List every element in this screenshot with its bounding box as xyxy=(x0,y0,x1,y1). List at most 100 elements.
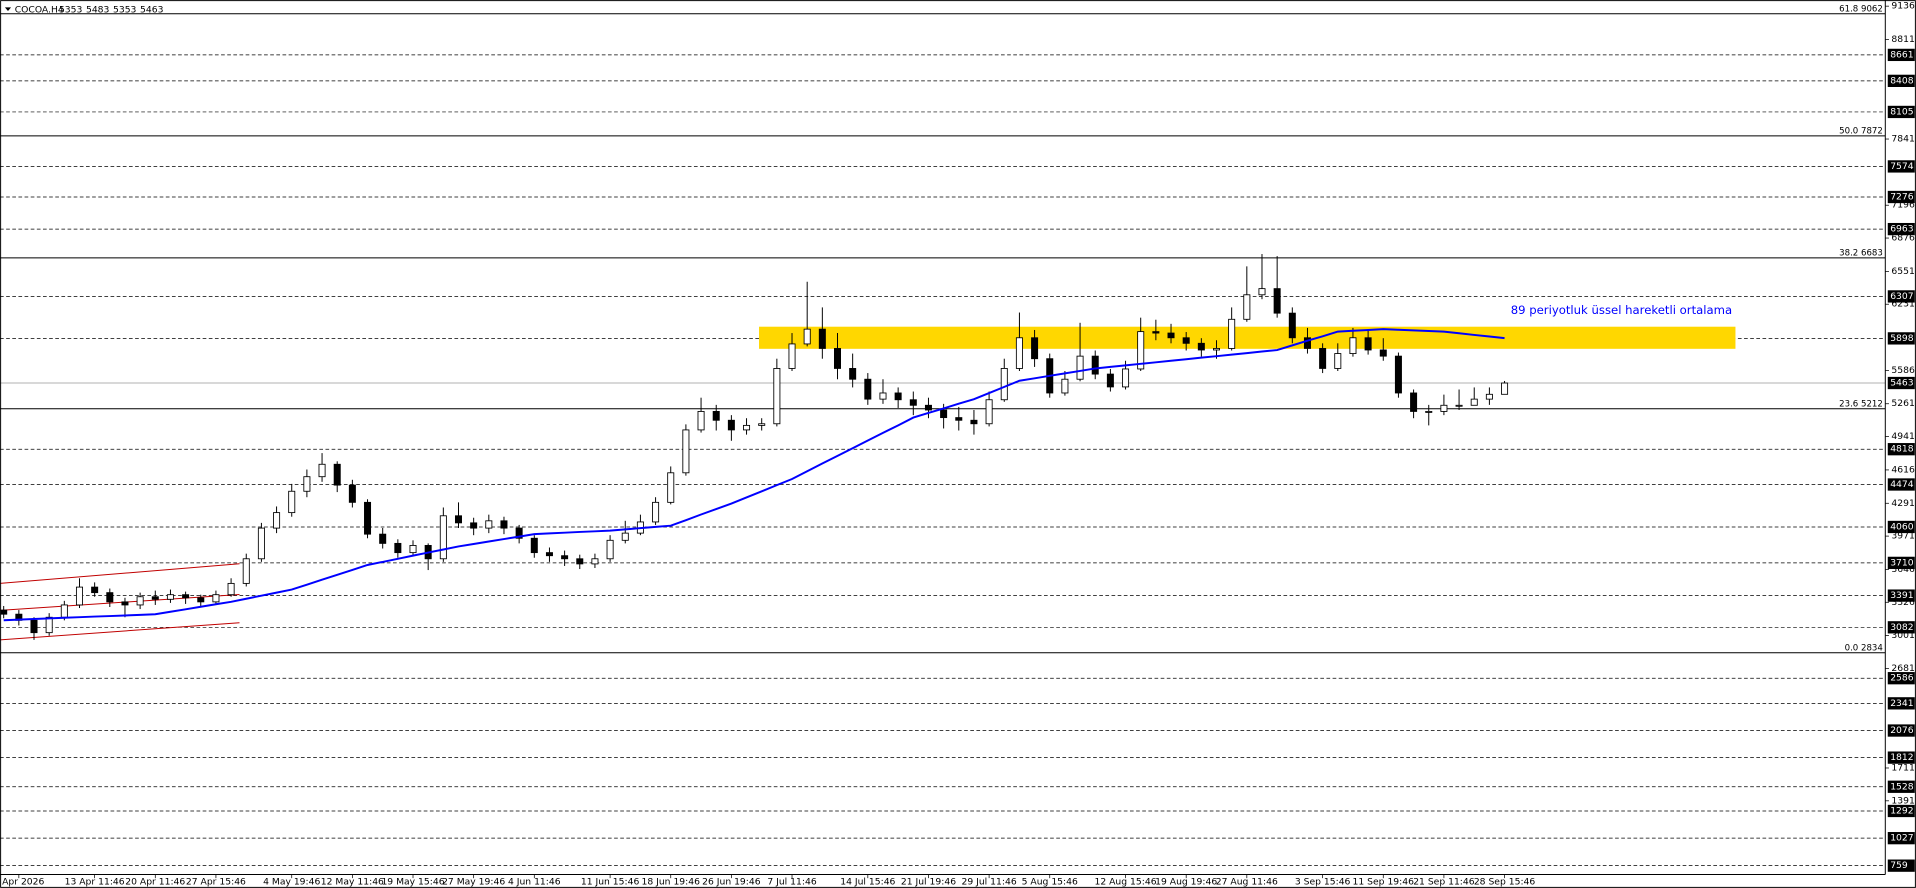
candle-body xyxy=(849,368,857,380)
candle-body xyxy=(348,484,356,503)
level-label: 3391 xyxy=(1890,590,1913,601)
candle-body xyxy=(1334,353,1342,369)
x-tick-label: 12 May 11:46 xyxy=(321,876,384,887)
candle-body xyxy=(409,545,417,554)
candle-body xyxy=(151,596,159,600)
x-tick-label: 29 Jul 11:46 xyxy=(962,876,1017,887)
candle-body xyxy=(45,616,53,634)
candle-body xyxy=(970,419,978,425)
level-label: 8408 xyxy=(1890,75,1914,86)
candle-body xyxy=(91,586,99,594)
candle-body xyxy=(242,558,250,584)
candle-body xyxy=(788,343,796,369)
candle-body xyxy=(743,424,751,431)
candle-body xyxy=(60,604,68,618)
candle-body xyxy=(1061,378,1069,394)
level-label-box xyxy=(1887,751,1915,764)
candle-body xyxy=(1106,373,1114,388)
channel-line xyxy=(0,593,240,611)
level-label: 7574 xyxy=(1890,161,1914,172)
candle-body xyxy=(667,472,675,503)
y-tick-label: 1711 xyxy=(1891,762,1914,773)
candle-body xyxy=(1152,331,1160,334)
level-label: 1027 xyxy=(1890,833,1914,844)
y-tick-label: 6876 xyxy=(1891,233,1915,244)
level-label-box xyxy=(1887,74,1915,87)
candle-body xyxy=(0,609,8,615)
y-tick-label: 6551 xyxy=(1891,266,1914,277)
resistance-zone xyxy=(759,326,1736,349)
level-label: 7276 xyxy=(1890,192,1914,203)
candle-body xyxy=(485,520,493,529)
candle-body xyxy=(1288,312,1296,339)
y-tick-label: 5261 xyxy=(1891,398,1914,409)
y-tick-label: 9136 xyxy=(1891,1,1915,12)
candle-body xyxy=(1273,288,1281,314)
candle-body xyxy=(985,399,993,425)
level-label: 1292 xyxy=(1890,805,1913,816)
level-label-box xyxy=(1887,105,1915,119)
candle-body xyxy=(1213,348,1221,351)
y-tick-label: 6231 xyxy=(1891,299,1914,310)
x-tick-label: 21 Sep 11:46 xyxy=(1413,876,1475,887)
level-label: 8105 xyxy=(1890,106,1914,117)
candle-body xyxy=(955,417,963,421)
candle-body xyxy=(894,392,902,401)
level-label-box xyxy=(1887,520,1915,534)
candle-body xyxy=(166,594,174,600)
x-tick-label: 12 Aug 15:46 xyxy=(1095,876,1157,887)
candle-body xyxy=(1394,355,1402,394)
candle-body xyxy=(30,619,38,634)
x-tick-label: 27 May 19:46 xyxy=(442,876,505,887)
level-label-box xyxy=(1887,556,1915,570)
candle-body xyxy=(273,512,281,529)
y-tick-label: 3326 xyxy=(1891,597,1915,608)
menu-arrow[interactable] xyxy=(4,7,12,12)
candle-body xyxy=(1137,331,1145,370)
candle-body xyxy=(379,533,387,544)
candle-body xyxy=(879,392,887,400)
symbol: COCOA.H4 xyxy=(15,4,64,15)
candle-body xyxy=(1303,337,1311,349)
candle-body xyxy=(288,490,296,514)
level-label: 6963 xyxy=(1890,224,1914,235)
level-label-box xyxy=(1887,672,1915,685)
fib-label: 23.6 5212 xyxy=(1839,399,1883,409)
candle-body xyxy=(257,527,265,560)
candle-body xyxy=(545,552,553,557)
fib-label: 38.2 6683 xyxy=(1839,248,1883,258)
x-tick-label: 26 Jun 19:46 xyxy=(702,876,761,887)
y-tick-label: 3971 xyxy=(1891,531,1914,542)
level-label-box xyxy=(1887,859,1915,872)
candle-body xyxy=(682,429,690,474)
y-tick-label: 2681 xyxy=(1891,663,1914,674)
ohlc-high: 5483 xyxy=(86,4,110,15)
level-label: 2586 xyxy=(1890,673,1914,684)
candle-body xyxy=(727,419,735,431)
y-tick-label: 4616 xyxy=(1891,464,1915,475)
candle-body xyxy=(106,592,114,603)
level-label-box xyxy=(1887,190,1915,204)
x-tick-label: 19 May 15:46 xyxy=(381,876,444,887)
candle-body xyxy=(1182,337,1190,344)
candle-body xyxy=(576,558,584,565)
candle-body xyxy=(1091,355,1099,375)
y-tick-label: 4291 xyxy=(1891,498,1914,509)
x-tick-label: 5 Aug 15:46 xyxy=(1022,876,1078,887)
level-label: 4818 xyxy=(1890,444,1914,455)
candle-body xyxy=(530,537,538,554)
candle-body xyxy=(818,328,826,349)
candle-body xyxy=(1228,318,1236,349)
candle-body xyxy=(758,423,766,426)
level-label-box xyxy=(1887,290,1915,303)
level-label: 1528 xyxy=(1890,781,1914,792)
candle-body xyxy=(1364,337,1372,351)
price-label-box xyxy=(1887,376,1915,390)
candle-body xyxy=(773,368,781,425)
x-tick-label: 28 Sep 15:46 xyxy=(1474,876,1536,887)
ohlc-low: 5353 xyxy=(113,4,137,15)
candle-body xyxy=(833,348,841,369)
x-tick-label: 27 Aug 11:46 xyxy=(1216,876,1278,887)
